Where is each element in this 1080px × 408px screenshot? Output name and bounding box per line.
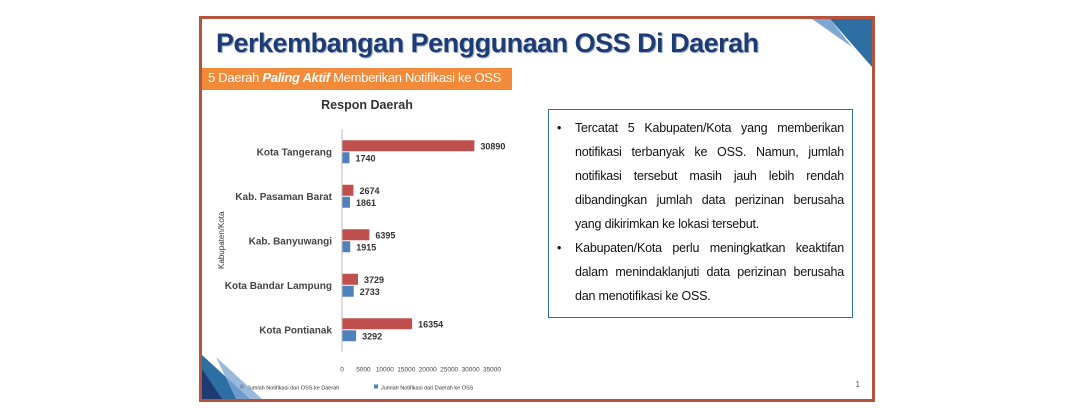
x-tick-label: 5000 (356, 367, 371, 374)
legend-swatch (374, 384, 378, 389)
subtitle-text: 5 Daerah Paling Aktif Memberikan Notifik… (208, 70, 502, 85)
data-label: 30890 (480, 141, 505, 151)
data-label: 3292 (362, 331, 382, 341)
data-label: 1861 (356, 198, 376, 208)
bar (342, 273, 358, 285)
corner-decoration-top-right (812, 19, 872, 67)
x-tick-label: 15000 (397, 367, 415, 374)
data-label: 2674 (359, 186, 379, 196)
bar (342, 152, 350, 164)
bar (342, 229, 370, 241)
bullet-dot: • (557, 121, 562, 135)
page-number: 1 (855, 380, 860, 389)
subtitle-banner: 5 Daerah Paling Aktif Memberikan Notifik… (202, 68, 512, 90)
bullet-dot: • (557, 241, 562, 255)
x-tick-label: 10000 (376, 367, 394, 374)
x-tick-label: 35000 (483, 367, 501, 374)
category-label: Kota Bandar Lampung (225, 281, 332, 292)
data-label: 16354 (418, 319, 443, 329)
bullet-item: • Kabupaten/Kota perlu meningkatkan keak… (557, 236, 844, 308)
data-label: 2733 (360, 287, 380, 297)
category-label: Kota Pontianak (259, 325, 332, 336)
x-tick-label: 30000 (462, 367, 480, 374)
slide-title: Perkembangan Penggunaan OSS Di Daerah (216, 28, 759, 58)
bar (342, 196, 350, 208)
data-label: 1915 (356, 242, 376, 252)
x-tick-label: 0 (340, 367, 344, 374)
legend-label: Jumlah Notifikasi dari Daerah ke OSS (381, 386, 474, 392)
bar (342, 241, 351, 253)
data-label: 1740 (355, 153, 375, 163)
bar (342, 285, 354, 297)
bar (342, 184, 354, 196)
bullet-item: • Tercatat 5 Kabupaten/Kota yang memberi… (557, 116, 844, 236)
bullet-text: Kabupaten/Kota perlu meningkatkan keakti… (575, 241, 844, 303)
bar-chart: Respon Daerah Kabupaten/Kota Kota Tangeran… (217, 98, 505, 392)
category-label: Kota Tangerang (257, 147, 332, 158)
chart-title: Respon Daerah (321, 98, 413, 112)
notes-box: • Tercatat 5 Kabupaten/Kota yang memberi… (548, 109, 853, 318)
bullet-text: Tercatat 5 Kabupaten/Kota yang memberika… (575, 121, 844, 231)
x-tick-label: 20000 (419, 367, 437, 374)
x-tick-label: 25000 (440, 367, 458, 374)
data-label: 6395 (375, 230, 395, 240)
data-label: 3729 (364, 275, 384, 285)
bar (342, 140, 475, 152)
bar (342, 318, 413, 330)
corner-decoration-bottom-left (202, 355, 262, 399)
bar (342, 330, 357, 342)
category-label: Kab. Pasaman Barat (235, 192, 332, 203)
slide: Perkembangan Penggunaan OSS Di Daerah 5 … (199, 16, 875, 402)
legend-label: Jumlah Notifikasi dari OSS ke Daerah (247, 386, 339, 392)
y-axis-label: Kabupaten/Kota (217, 211, 226, 269)
category-label: Kab. Banyuwangi (249, 236, 333, 247)
